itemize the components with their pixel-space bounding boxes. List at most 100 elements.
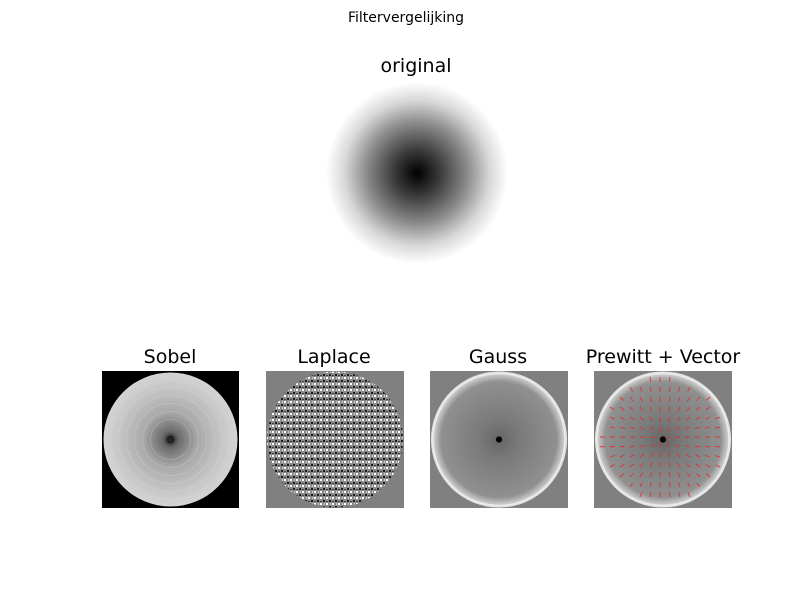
vector-arrow (677, 472, 681, 478)
vector-arrow (629, 472, 634, 478)
vector-arrow (667, 426, 671, 432)
vector-arrow (668, 386, 671, 393)
vector-arrow (649, 492, 652, 498)
laplace-image (266, 371, 404, 508)
vector-arrow (695, 426, 701, 430)
vector-arrow (686, 396, 691, 402)
vector-arrow (696, 473, 701, 478)
vector-arrow (715, 464, 721, 468)
vector-arrow (619, 406, 625, 411)
vector-arrow (687, 386, 691, 392)
vector-arrow (666, 443, 671, 448)
vector-arrow (649, 436, 655, 439)
vector-arrow (704, 445, 711, 448)
vector-arrow (659, 416, 662, 423)
vector-arrow (649, 416, 653, 422)
vector-arrow (695, 463, 701, 468)
vector-arrow (609, 455, 615, 458)
vector-arrow (686, 463, 691, 468)
vector-arrow (668, 481, 671, 488)
original-image (326, 82, 508, 264)
vector-arrow (676, 462, 681, 468)
vector-arrow (639, 445, 645, 448)
vector-arrow (649, 472, 653, 478)
vector-arrow (639, 453, 645, 458)
vector-arrow (705, 396, 711, 401)
vector-arrow (649, 386, 652, 392)
vector-arrow (639, 416, 644, 421)
vector-arrow (619, 416, 625, 420)
vector-arrow (609, 426, 615, 429)
vector-arrow (674, 436, 681, 439)
vector-arrow (629, 426, 635, 430)
vector-arrow (619, 396, 624, 401)
vector-arrow (619, 445, 626, 448)
vector-arrow (677, 396, 681, 402)
vector-arrow (675, 444, 681, 448)
vector-arrow (678, 492, 681, 498)
original-title: original (380, 55, 452, 77)
vector-arrow (609, 464, 615, 468)
vector-arrow (715, 426, 721, 429)
vector-arrow (695, 454, 701, 458)
vector-arrow (714, 445, 721, 448)
vector-arrow (609, 406, 615, 410)
vector-arrow (705, 406, 711, 411)
vector-arrow (685, 453, 691, 458)
vector-arrow (667, 452, 671, 458)
vector-arrow (715, 455, 721, 458)
vector-arrow (685, 426, 691, 430)
vector-arrow (649, 376, 652, 382)
vector-field (599, 376, 721, 498)
gauss-title: Gauss (468, 346, 528, 368)
vector-arrow (629, 463, 635, 468)
vector-arrow (696, 482, 701, 488)
vector-arrow (619, 454, 625, 458)
vector-arrow (629, 482, 634, 488)
vector-arrow (639, 386, 643, 392)
vector-arrow (659, 461, 661, 468)
vector-arrow (687, 492, 691, 498)
vector-arrow (629, 445, 635, 448)
vector-arrow (649, 406, 653, 412)
vector-arrow (705, 473, 711, 478)
vector-arrow (659, 451, 662, 458)
laplace-title: Laplace (297, 346, 371, 368)
vector-arrow (619, 426, 625, 429)
vector-arrow (609, 416, 615, 420)
vector-arrow (649, 444, 655, 448)
vector-arrow (629, 396, 634, 402)
vector-arrow (668, 491, 671, 498)
vector-arrow (665, 436, 671, 440)
vector-arrow (685, 445, 691, 448)
vector-arrow (659, 442, 663, 448)
vector-arrow (677, 482, 681, 488)
vector-arrow (639, 426, 645, 430)
vector-arrow (686, 406, 691, 412)
vector-arrow (676, 416, 681, 422)
vector-arrow (649, 396, 652, 402)
vector-arrow (695, 406, 701, 411)
vector-arrow (705, 454, 711, 458)
vector-arrow (668, 376, 671, 383)
vector-arrow (639, 472, 643, 478)
vector-arrow (668, 462, 671, 468)
gauss-image (430, 371, 568, 508)
vector-arrow (639, 482, 643, 488)
vector-arrow (599, 445, 606, 448)
prewitt-title: Prewitt + Vector (585, 346, 741, 368)
vector-arrow (705, 416, 711, 420)
vector-arrow (675, 426, 681, 431)
vector-arrow (649, 482, 652, 488)
vector-arrow (639, 406, 644, 412)
vector-arrow (668, 472, 671, 478)
vector-arrow (639, 396, 643, 402)
sobel-title: Sobel (143, 346, 197, 368)
vector-arrow (629, 416, 635, 421)
vector-arrow (685, 416, 691, 421)
vector-arrow (629, 454, 635, 458)
vector-arrow (695, 445, 701, 448)
prewitt-image (594, 371, 732, 508)
vector-arrow (639, 436, 646, 438)
vector-arrow (705, 464, 711, 468)
